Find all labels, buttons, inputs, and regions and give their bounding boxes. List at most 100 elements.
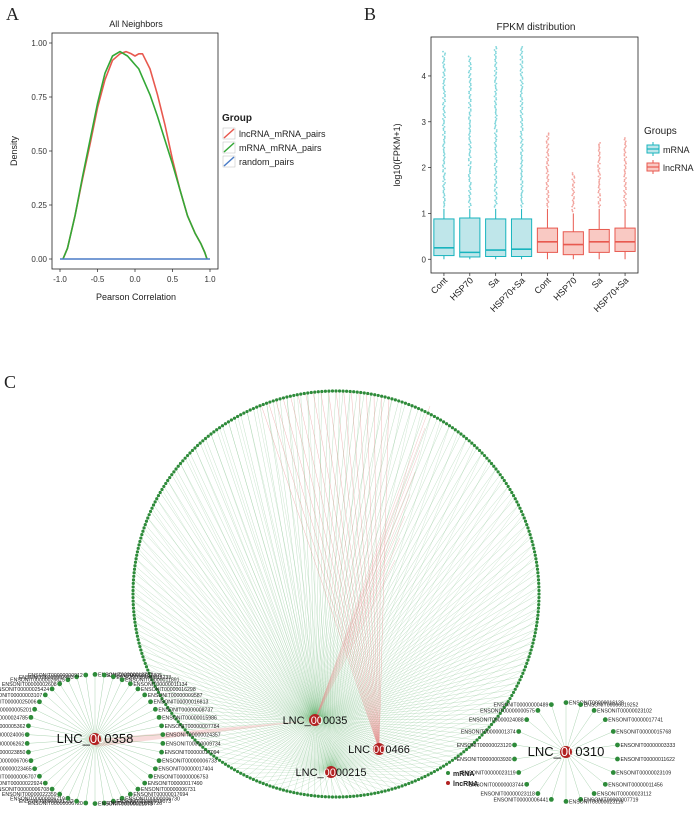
- network-edge: [205, 438, 316, 721]
- box-outlier: [520, 196, 523, 199]
- network-edge: [180, 719, 316, 725]
- network-edge: [240, 719, 316, 774]
- ring-node: [467, 745, 471, 749]
- network-edge: [314, 452, 483, 721]
- box-outlier: [468, 58, 471, 61]
- cluster-edge: [94, 676, 114, 740]
- ring-node: [386, 396, 391, 400]
- cluster-node-label: ENSONIT00000011622: [620, 757, 675, 763]
- network-edge: [330, 659, 529, 773]
- ring-node: [242, 411, 246, 415]
- box-outlier: [469, 188, 472, 191]
- cluster-node-label: ENSONIT00000011891: [125, 678, 180, 684]
- cluster-node: [602, 717, 608, 723]
- box-outlier: [624, 143, 626, 146]
- box-outlier: [521, 66, 524, 69]
- box-outlier: [572, 200, 575, 203]
- box-outlier: [599, 177, 602, 179]
- box-outlier: [571, 173, 574, 176]
- chart-b-ylabel: log10(FPKM+1): [392, 123, 402, 186]
- box-outlier: [520, 116, 523, 119]
- box-outlier: [442, 170, 444, 173]
- box-outlier: [494, 204, 497, 207]
- cluster-edge: [34, 738, 96, 769]
- box-outlier: [495, 103, 498, 106]
- box-outlier: [493, 81, 496, 83]
- ring-node: [485, 728, 489, 732]
- box-outlier: [494, 90, 497, 93]
- ring-node: [438, 418, 443, 422]
- box-outlier: [495, 156, 498, 159]
- box-outlier: [468, 153, 471, 155]
- box-outlier: [468, 74, 471, 77]
- ring-node: [160, 696, 164, 701]
- network-edge: [176, 718, 316, 721]
- box-outlier: [520, 92, 523, 95]
- box-outlier: [469, 109, 472, 112]
- box-outlier: [495, 138, 498, 141]
- box-outlier: [598, 178, 601, 181]
- box-outlier: [521, 143, 524, 146]
- network-edge: [290, 771, 332, 792]
- box-outlier: [623, 173, 626, 176]
- box-outlier: [599, 173, 601, 176]
- cluster-node: [524, 781, 530, 787]
- box-outlier: [521, 61, 524, 64]
- ring-node: [521, 671, 525, 675]
- box-outlier: [470, 181, 472, 184]
- box-outlier: [494, 183, 496, 186]
- ring-node: [158, 693, 162, 698]
- box-outlier: [468, 92, 470, 95]
- ring-node: [426, 411, 430, 415]
- network-edge: [145, 663, 316, 721]
- box-outlier: [521, 154, 523, 157]
- box-outlier: [443, 178, 446, 181]
- ring-node: [369, 392, 373, 396]
- network-edge-lncrna: [314, 559, 396, 721]
- network-edge: [156, 498, 332, 773]
- box-outlier: [494, 77, 497, 80]
- box-outlier: [547, 148, 550, 151]
- box-outlier: [443, 58, 446, 61]
- network-edge: [156, 498, 316, 721]
- box-outlier: [520, 141, 522, 144]
- ring-node: [403, 401, 408, 405]
- cluster-node-label: ENSONIT00000006733: [162, 759, 217, 765]
- box-mrna-cont: [433, 218, 455, 257]
- network-edge: [330, 765, 444, 773]
- box-outlier: [442, 165, 445, 168]
- box-outlier: [469, 202, 472, 205]
- box-outlier: [520, 65, 523, 67]
- box-outlier: [442, 85, 445, 88]
- box-outlier: [494, 133, 497, 136]
- box-outlier: [545, 146, 548, 149]
- box-outlier: [443, 121, 445, 123]
- box-outlier: [444, 172, 446, 175]
- ring-node: [268, 400, 272, 404]
- cluster-node: [57, 791, 63, 797]
- network-edge: [273, 719, 316, 788]
- ring-node: [472, 443, 477, 448]
- network-edge: [259, 405, 316, 721]
- cluster-edge: [59, 683, 96, 740]
- network-edge: [314, 719, 323, 797]
- hub-node-lnc_000035: [309, 714, 321, 726]
- ring-node: [345, 795, 349, 799]
- cluster-node: [148, 773, 153, 779]
- ring-node: [306, 391, 310, 395]
- box-outlier: [493, 74, 496, 77]
- box-outlier: [468, 169, 471, 171]
- box-outlier: [573, 181, 576, 184]
- ring-node: [223, 422, 228, 426]
- box-outlier: [573, 176, 576, 179]
- box-outlier: [468, 65, 471, 67]
- ring-node: [172, 714, 176, 718]
- network-edge: [314, 636, 535, 721]
- box-outlier: [468, 199, 471, 202]
- ring-node: [195, 740, 200, 745]
- ring-node: [492, 720, 496, 724]
- box-outlier: [467, 71, 470, 74]
- box-outlier: [442, 185, 444, 187]
- network-edge: [205, 719, 316, 750]
- chart-a-ytick-label: 0.75: [31, 93, 47, 102]
